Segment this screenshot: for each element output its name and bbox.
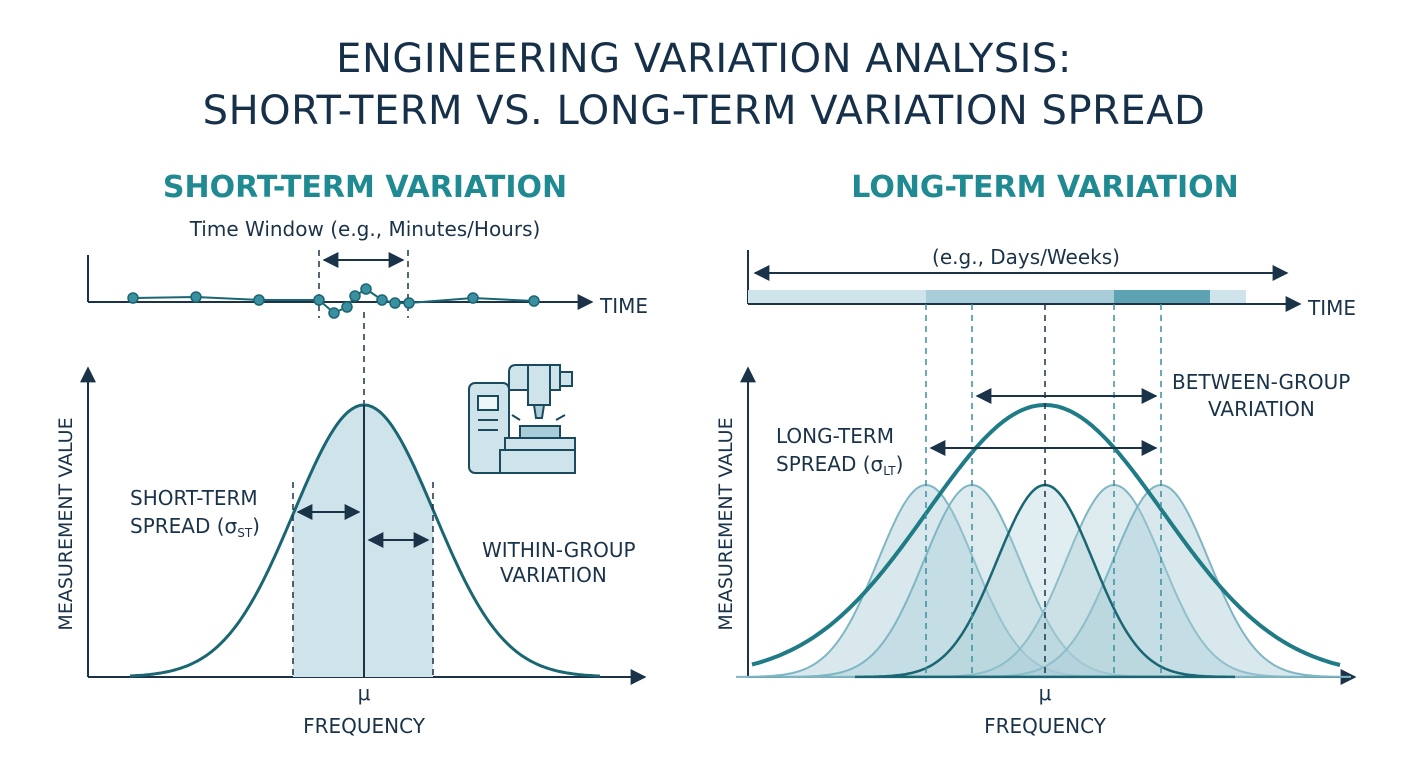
time-band-segment (926, 290, 1114, 304)
time-band-segment (1210, 290, 1246, 304)
run-point (403, 297, 415, 309)
machine-base (499, 449, 576, 474)
right-mu-label: μ (1039, 681, 1052, 705)
run-point (190, 291, 202, 303)
main-title-line2: SHORT-TERM VS. LONG-TERM VARIATION SPREA… (203, 88, 1206, 134)
left-mu-label: μ (358, 681, 371, 705)
machine-motor (559, 371, 573, 387)
run-chart-points (127, 283, 540, 319)
machine-tool (532, 404, 546, 419)
time-band-segment (748, 290, 926, 304)
run-point (349, 290, 361, 302)
left-y-axis-label: MEASUREMENT VALUE (55, 417, 77, 630)
left-x-axis-label: FREQUENCY (303, 714, 426, 738)
long-term-panel: LONG-TERM VARIATION TIME (e.g., Days/Wee… (715, 170, 1357, 738)
subgroup-distributions (736, 483, 1351, 679)
long-time-window-label: (e.g., Days/Weeks) (932, 245, 1120, 269)
run-point (127, 292, 139, 304)
within-group-label-line1: WITHIN-GROUP (482, 538, 636, 562)
short-term-panel: SHORT-TERM VARIATION Time Window (e.g., … (55, 170, 648, 738)
run-point (328, 307, 340, 319)
short-term-spread-label-line1: SHORT-TERM (130, 486, 258, 510)
time-axis-label: TIME (599, 294, 648, 318)
run-point (389, 297, 401, 309)
long-term-distribution-curve (751, 403, 1341, 667)
run-point (341, 301, 353, 313)
between-group-label-line1: BETWEEN-GROUP (1172, 370, 1350, 394)
long-term-spread-label-line1: LONG-TERM (776, 424, 894, 448)
run-point (360, 283, 372, 295)
main-title-line1: ENGINEERING VARIATION ANALYSIS: (336, 36, 1072, 82)
machine-spindle-head (527, 364, 551, 406)
run-point (467, 292, 479, 304)
time-band-segment (1114, 290, 1210, 304)
machine-screen (477, 395, 499, 411)
right-y-axis-label: MEASUREMENT VALUE (715, 417, 737, 630)
time-window-label: Time Window (e.g., Minutes/Hours) (189, 217, 541, 241)
between-group-label-line2: VARIATION (1208, 397, 1315, 421)
cnc-machine-icon (468, 364, 576, 474)
spark-line (511, 414, 521, 421)
right-x-axis-label: FREQUENCY (984, 714, 1107, 738)
run-point (313, 294, 325, 306)
long-time-axis-label: TIME (1307, 296, 1356, 320)
long-term-spread-label-line2: SPREAD (σLT) (776, 452, 903, 478)
short-term-spread-label-line2: SPREAD (σST) (130, 514, 260, 540)
run-point (528, 295, 540, 307)
long-term-title: LONG-TERM VARIATION (851, 170, 1238, 205)
machine-workpiece (519, 425, 561, 439)
spark-line (555, 414, 566, 421)
run-point (376, 294, 388, 306)
run-point (253, 294, 265, 306)
machine-table (504, 437, 576, 451)
within-group-label-line2: VARIATION (500, 563, 607, 587)
short-term-title: SHORT-TERM VARIATION (163, 170, 567, 205)
